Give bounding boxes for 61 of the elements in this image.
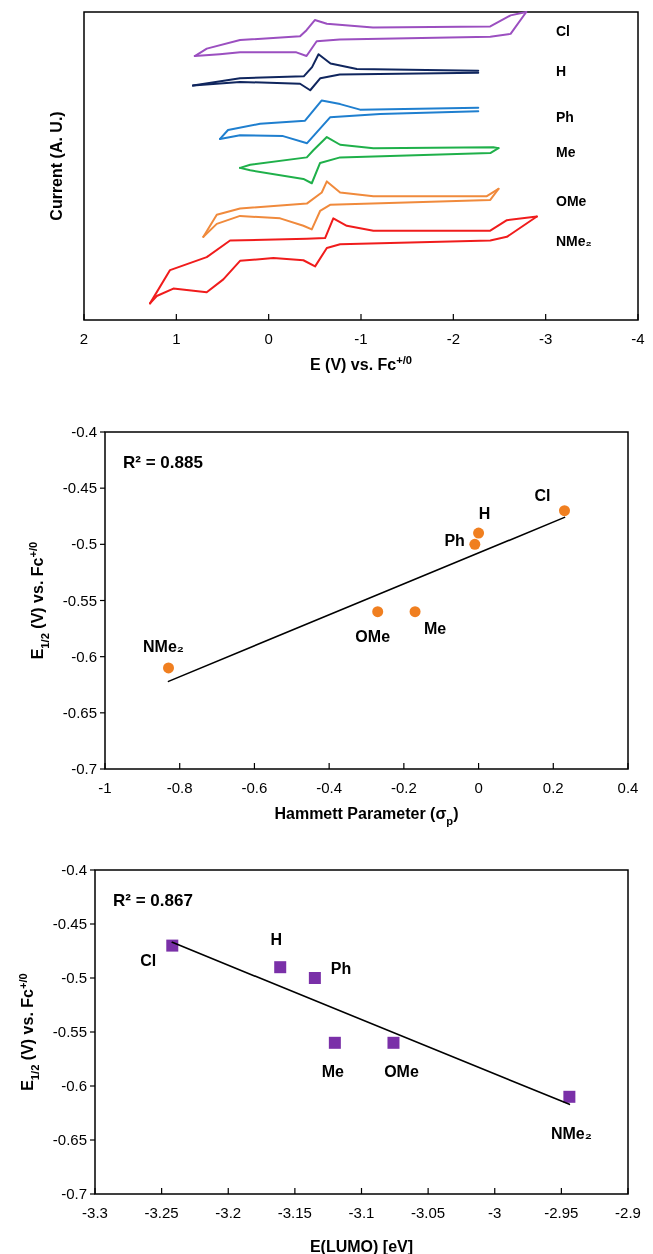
y-tick-label: -0.5 (71, 535, 97, 553)
x-tick-label: -3 (538, 330, 553, 347)
y-tick-label: -0.65 (52, 1131, 87, 1148)
annotation: NMe₂ (550, 1124, 592, 1142)
annotation: Me (423, 619, 447, 637)
y-tick-label: -0.65 (62, 703, 97, 721)
x-tick-label: 0.4 (617, 779, 639, 796)
y-tick-label: -0.6 (61, 1077, 87, 1094)
x-tick-label: -3.05 (411, 1204, 446, 1221)
x-tick-label: -3.2 (215, 1204, 242, 1221)
x-tick-label: -2 (446, 330, 461, 347)
annotation: OMe (355, 627, 391, 645)
x-tick-label: -3 (488, 1204, 502, 1221)
x-tick-label: -3.1 (348, 1204, 375, 1221)
x-tick-label: -0.8 (166, 779, 193, 796)
y-tick-label: -0.45 (62, 479, 97, 497)
text: H (556, 62, 567, 79)
x-tick-label: -1 (354, 330, 368, 347)
x-tick-label: 0 (474, 779, 483, 796)
y-tick-label: -0.45 (52, 915, 87, 932)
y-tick-label: -0.7 (61, 1185, 87, 1202)
annotation: OMe (384, 1062, 419, 1080)
y-tick-label: -0.7 (71, 760, 97, 777)
annotation: Me (321, 1062, 345, 1080)
annotation: NMe₂ (143, 637, 184, 655)
x-tick-label: -3.3 (82, 1204, 108, 1221)
x-tick-label: -0.2 (390, 779, 417, 796)
x-axis-title: Hammett Parameter (σ$_{p}$) (274, 805, 459, 827)
text: Ph (556, 108, 574, 125)
text: Cl (556, 22, 570, 39)
y-axis-title: Current (A. U.) (48, 111, 65, 221)
y-tick-label: -0.55 (62, 591, 97, 609)
x-tick-label: -3.25 (144, 1204, 179, 1221)
x-tick-label: 2 (79, 330, 89, 347)
x-tick-label: 1 (172, 330, 181, 347)
annotation: H (270, 931, 282, 949)
series-label: NMe₂ (556, 232, 592, 249)
annotation: Ph (330, 960, 352, 977)
x-tick-label: 0.2 (542, 779, 564, 796)
text: OMe (556, 193, 587, 210)
x-tick-label: -2.9 (615, 1204, 641, 1221)
x-tick-label: -1 (98, 779, 112, 796)
y-tick-label: -0.4 (61, 861, 87, 878)
y-tick-label: -0.55 (52, 1023, 87, 1040)
y-tick-label: -0.6 (71, 647, 97, 665)
annotation: Cl (140, 951, 157, 969)
y-tick-label: -0.5 (61, 969, 87, 986)
x-tick-label: -2.95 (544, 1204, 579, 1221)
x-tick-label: 0 (264, 330, 273, 347)
text: Me (556, 143, 576, 160)
x-axis-title: E (V) vs. Fc$^{+/0}$ (309, 354, 413, 373)
x-tick-label: -0.4 (316, 779, 343, 796)
annotation: Cl (534, 486, 551, 504)
annotation: Ph (444, 532, 465, 550)
y-tick-label: -0.4 (71, 423, 97, 440)
annotation: R² = 0.867 (113, 891, 193, 910)
annotation: R² = 0.885 (123, 453, 203, 472)
x-tick-label: -0.6 (241, 779, 268, 796)
x-tick-label: -3.15 (277, 1204, 312, 1221)
annotation: H (478, 505, 491, 523)
x-tick-label: -4 (631, 330, 645, 347)
